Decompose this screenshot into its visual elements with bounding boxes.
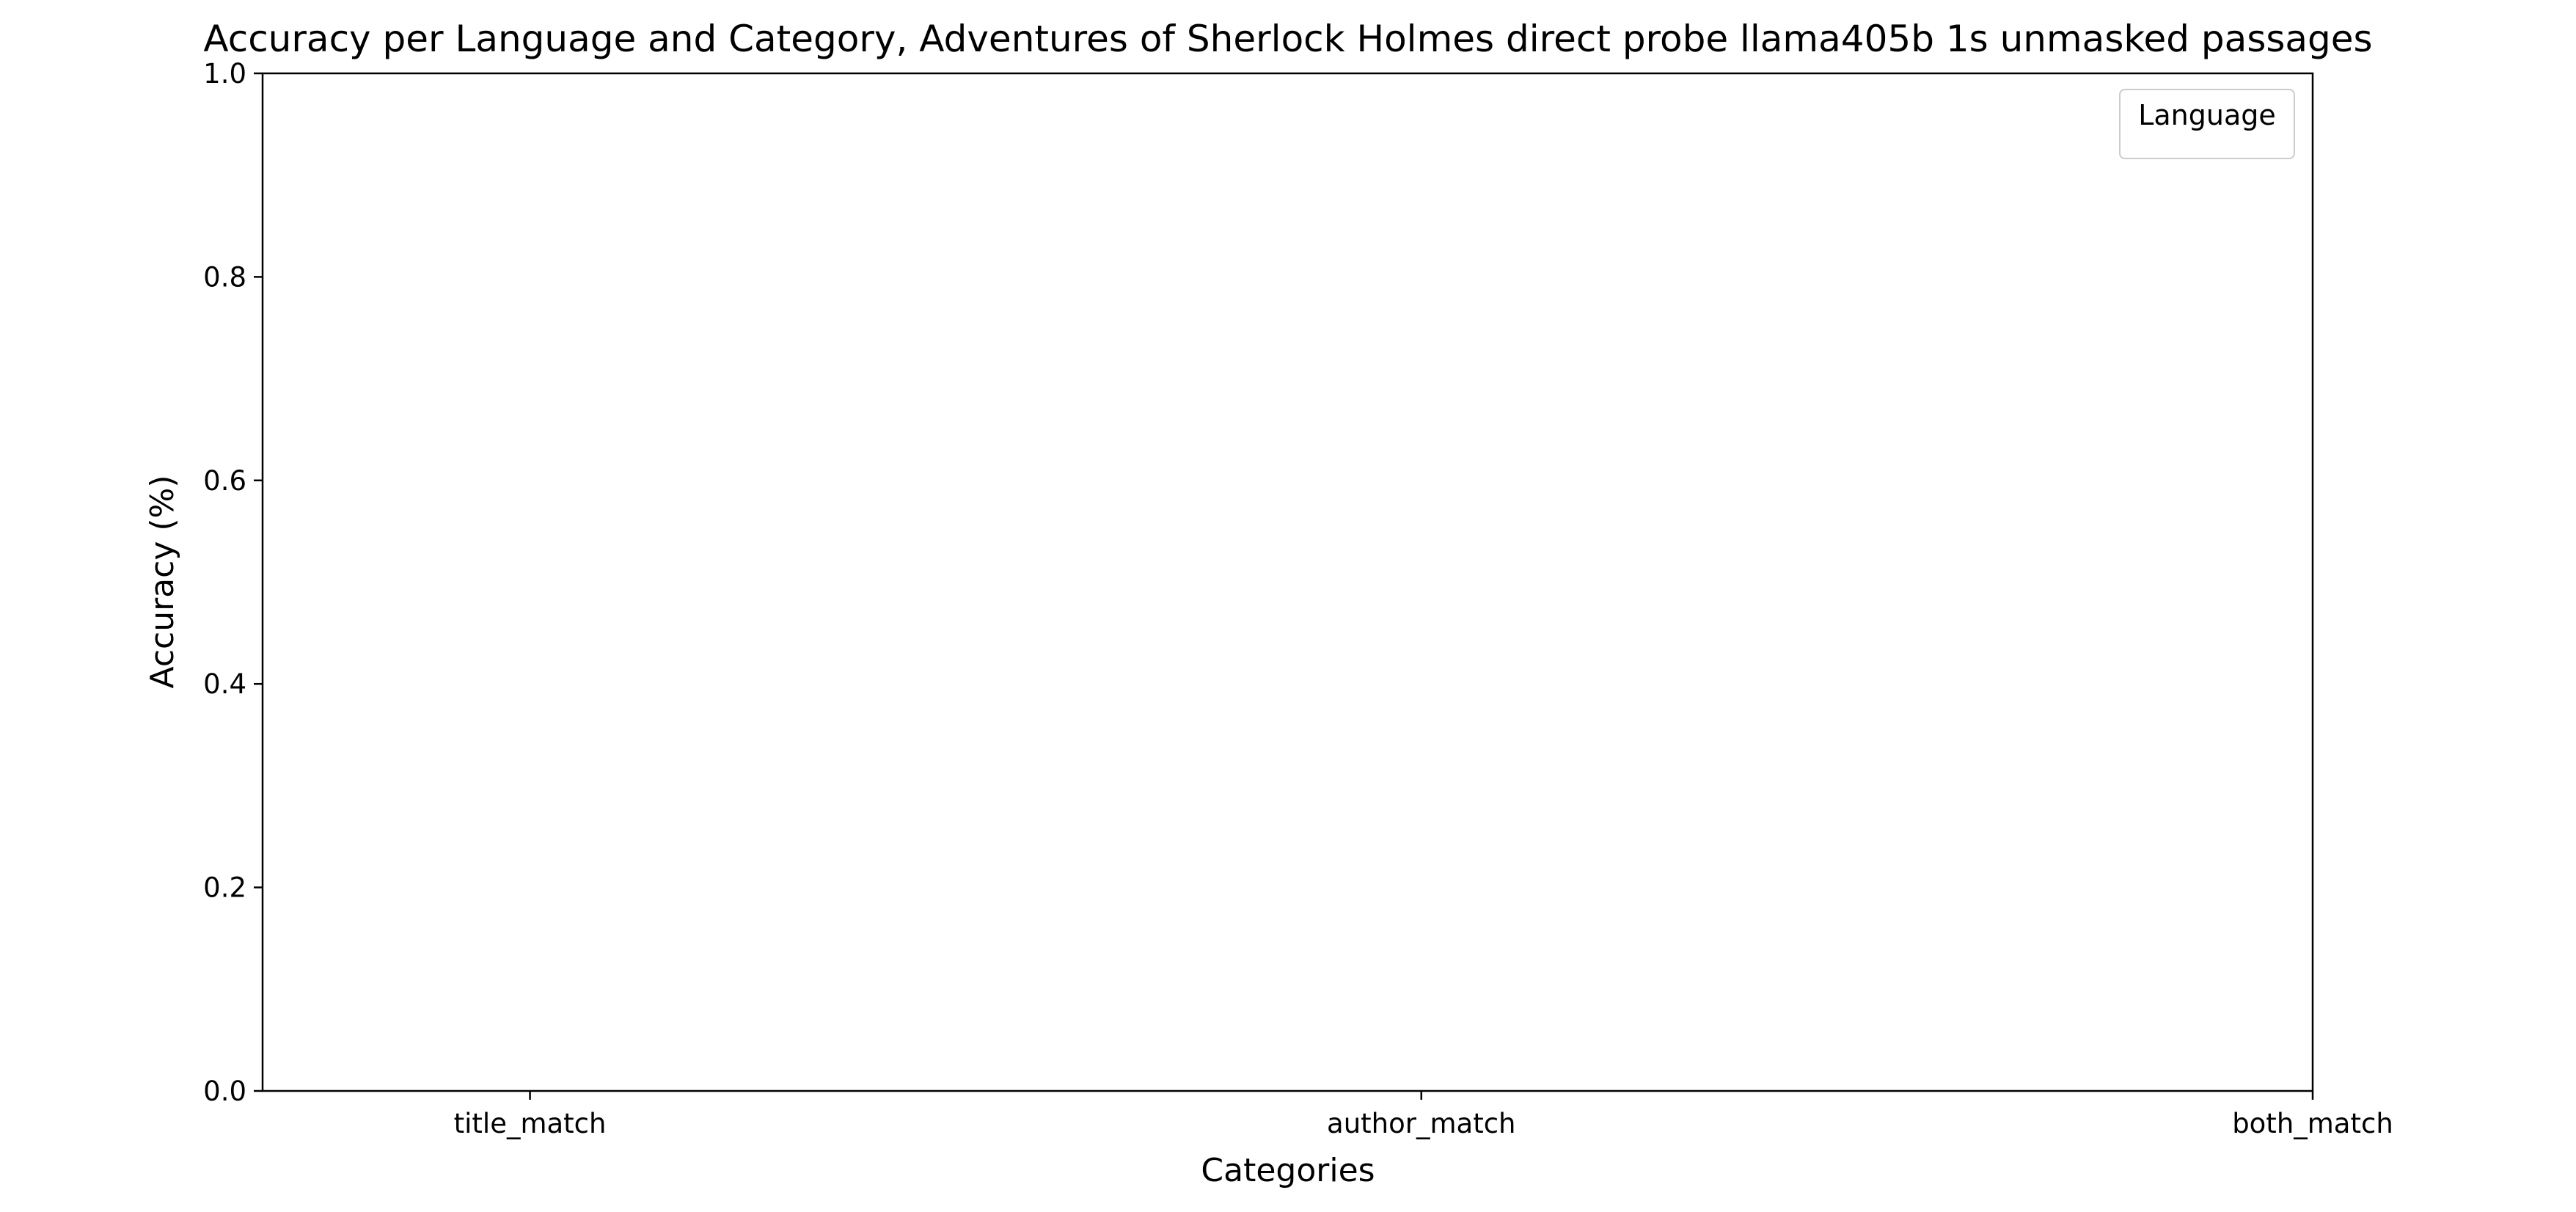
- y-tick-label: 0.2: [203, 872, 246, 904]
- chart-title: Accuracy per Language and Category, Adve…: [203, 18, 2372, 60]
- x-tick-label: both_match: [2232, 1108, 2393, 1139]
- legend-box: [2119, 89, 2295, 159]
- legend: Language: [2119, 89, 2295, 159]
- y-tick-label: 0.0: [203, 1076, 246, 1107]
- y-axis: 0.0 0.2 0.4 0.6 0.8 1.0: [203, 58, 263, 1107]
- plot-area: [261, 72, 2314, 1092]
- y-tick-label: 0.8: [203, 261, 246, 293]
- y-axis-label: Accuracy (%): [144, 475, 181, 688]
- x-axis-label: Categories: [1201, 1152, 1375, 1189]
- y-tick-label: 1.0: [203, 58, 246, 90]
- x-tick-label: author_match: [1327, 1108, 1515, 1139]
- legend-title: Language: [2138, 99, 2276, 131]
- x-axis: title_match author_match both_match: [454, 1091, 2393, 1139]
- y-tick-label: 0.6: [203, 465, 246, 497]
- y-tick-label: 0.4: [203, 668, 246, 700]
- x-tick-label: title_match: [454, 1108, 607, 1139]
